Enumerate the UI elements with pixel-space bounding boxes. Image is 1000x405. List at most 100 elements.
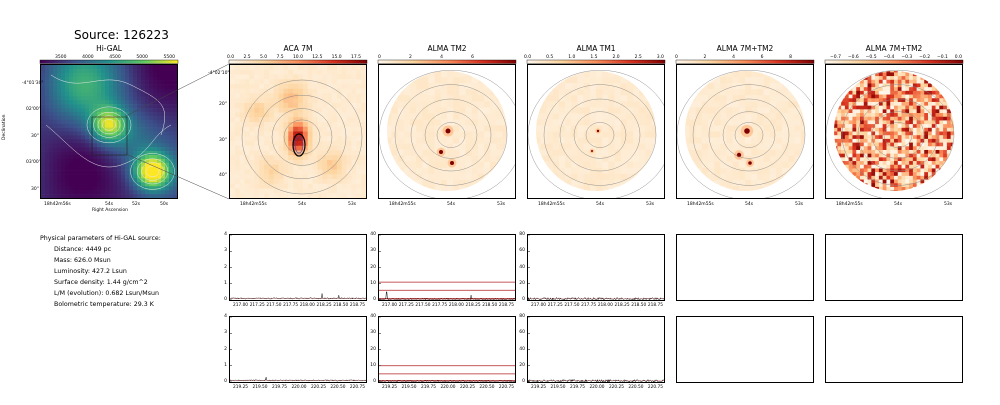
spectrum-xtick: 219.25 bbox=[531, 385, 547, 390]
spectrum-xtick: 217.50 bbox=[415, 303, 431, 308]
spectrum-ytick: 20 bbox=[519, 280, 525, 286]
spectrum-ytick: 1 bbox=[224, 362, 227, 368]
panel-title-7m-tm2: ALMA 7M+TM2 bbox=[716, 44, 774, 53]
panel-title-tm2: ALMA TM2 bbox=[427, 44, 467, 53]
spectrum-xticks: 217.00 217.25 217.50 217.75 218.00 218.25 218.… bbox=[233, 303, 365, 308]
spectrum-xtick: 217.00 bbox=[531, 303, 547, 308]
cbar-tick: 12.5 bbox=[312, 55, 323, 60]
spectrum-xticks: 219.25 219.50 219.75 220.00 220.25 220.50 220.… bbox=[382, 385, 514, 390]
spectrum-ytick: 40 bbox=[370, 232, 376, 237]
cbar-tick: 5000 bbox=[136, 55, 148, 60]
7m-tm2-xtick: 54s bbox=[745, 202, 754, 207]
spectrum-ytick: 2 bbox=[224, 346, 227, 352]
cbar-tick: 6 bbox=[760, 55, 764, 60]
cbar-tick: 0 bbox=[675, 55, 678, 60]
spectrum-xtick: 217.00 bbox=[233, 303, 249, 308]
spectrum-xtick: 220.50 bbox=[479, 385, 495, 390]
spectrum-ytick: 40 bbox=[370, 314, 376, 319]
tm2-xtick: 18h42m55s bbox=[389, 202, 416, 207]
spectrum-xtick: 219.25 bbox=[233, 385, 249, 390]
param-luminosity: Luminosity: 427.2 Lsun bbox=[54, 268, 127, 275]
spectrum-ytick: 40 bbox=[519, 264, 525, 270]
panel-title-aca7m: ACA 7M bbox=[283, 44, 313, 53]
spectrum-xtick: 217.25 bbox=[547, 303, 563, 308]
cbar-tick: 4 bbox=[440, 55, 443, 60]
spectrum-aca7m-spw2 bbox=[229, 316, 367, 383]
spectrum-tm2-spw1 bbox=[378, 234, 516, 301]
spectrum-ytick: 30 bbox=[370, 248, 376, 254]
cbar-tick: 17.5 bbox=[350, 55, 361, 60]
cbar-ticks-higal: 3500 4000 4500 5000 5500 bbox=[55, 55, 175, 60]
cbar-tick: 15.0 bbox=[331, 55, 342, 60]
spectrum-xtick: 219.50 bbox=[550, 385, 566, 390]
spectrum-ytick: 80 bbox=[519, 232, 525, 237]
spectrum-xtick: 218.75 bbox=[349, 303, 365, 308]
higal-xtick: 54s bbox=[105, 202, 114, 207]
spectrum-ytick: 20 bbox=[370, 346, 376, 352]
spectrum-xticks: 219.25 219.50 219.75 220.00 220.25 220.50 220.… bbox=[233, 385, 365, 390]
spectrum-xtick: 220.00 bbox=[440, 385, 456, 390]
colorbar bbox=[377, 59, 517, 64]
cbar-ticks-aca7m: 0.0 2.5 5.0 7.5 10.0 12.5 15.0 17.5 bbox=[227, 55, 361, 60]
higal-ytick: 30" bbox=[31, 187, 39, 192]
cbar-tick: 0.0 bbox=[954, 55, 962, 60]
colorbar bbox=[39, 59, 179, 64]
spectrum-ytick: 0 bbox=[373, 379, 376, 384]
cbar-tick: 10.0 bbox=[292, 55, 303, 60]
cbar-tick: 3500 bbox=[55, 55, 67, 60]
zoom-box bbox=[91, 116, 128, 156]
image-tm1 bbox=[527, 64, 665, 199]
cbar-tick: 6 bbox=[471, 55, 474, 60]
cbar-ticks-tm2: 0 2 4 6 bbox=[378, 55, 474, 60]
param-surface-density: Surface density: 1.44 g/cm^2 bbox=[54, 279, 148, 286]
spectrum-ytick: 20 bbox=[519, 362, 525, 368]
spectrum-ytick: 80 bbox=[519, 314, 525, 319]
spectrum-xtick: 218.75 bbox=[647, 303, 663, 308]
spectrum-xtick: 220.75 bbox=[498, 385, 514, 390]
cbar-tick: −0.5 bbox=[865, 55, 877, 60]
image-7m-tm2-diff bbox=[825, 64, 963, 199]
spectrum-aca7m-spw1 bbox=[229, 234, 367, 301]
spectrum-xtick: 220.75 bbox=[349, 385, 365, 390]
aca-xtick: 54s bbox=[298, 202, 307, 207]
cbar-tick: −0.3 bbox=[901, 55, 913, 60]
cbar-ticks-7m-tm2: 0 2 4 6 8 bbox=[675, 55, 792, 60]
cbar-tick: 0.0 bbox=[524, 55, 532, 60]
cbar-tick: 8 bbox=[789, 55, 792, 60]
spectrum-xticks: 219.25 219.50 219.75 220.00 220.25 220.50 220.… bbox=[531, 385, 663, 390]
spectrum-empty bbox=[825, 316, 963, 383]
spectrum-empty bbox=[825, 234, 963, 301]
spectrum-line bbox=[528, 378, 664, 382]
spectrum-xtick: 218.25 bbox=[465, 303, 481, 308]
spectrum-xtick: 220.50 bbox=[628, 385, 644, 390]
aca-ytick: 40" bbox=[219, 173, 227, 178]
diff-xtick: 18h42m55s bbox=[836, 202, 863, 207]
spectrum-xtick: 217.50 bbox=[266, 303, 282, 308]
7m-tm2-xtick: 53s bbox=[795, 202, 804, 207]
spectrum-xtick: 220.75 bbox=[647, 385, 663, 390]
cbar-ticks-7m-tm2-diff: −0.7 −0.6 −0.5 −0.4 −0.3 −0.2 −0.1 0.0 bbox=[830, 55, 962, 60]
higal-ytick: 30" bbox=[31, 134, 39, 139]
diff-xtick: 54s bbox=[894, 202, 903, 207]
spectrum-xtick: 217.75 bbox=[283, 303, 299, 308]
image-7m-tm2 bbox=[676, 64, 814, 199]
spectrum-ytick: 2 bbox=[224, 264, 227, 270]
spectrum-xtick: 220.00 bbox=[291, 385, 307, 390]
spectrum-ytick: 40 bbox=[519, 346, 525, 352]
cbar-tick: 2 bbox=[409, 55, 412, 60]
spectrum-xtick: 217.50 bbox=[564, 303, 580, 308]
spectrum-xtick: 219.50 bbox=[252, 385, 268, 390]
higal-xtick: 52s bbox=[132, 202, 141, 207]
cbar-tick: 4500 bbox=[109, 55, 121, 60]
spectrum-ytick: 60 bbox=[519, 248, 525, 254]
spectrum-ytick: 4 bbox=[224, 314, 227, 319]
spectrum-xtick: 217.00 bbox=[382, 303, 398, 308]
spectrum-xtick: 218.75 bbox=[498, 303, 514, 308]
cbar-tick: 5500 bbox=[163, 55, 175, 60]
colorbars bbox=[39, 59, 964, 64]
spectrum-ytick: 0 bbox=[522, 379, 525, 384]
image-tm2 bbox=[378, 64, 516, 199]
cbar-tick: −0.2 bbox=[919, 55, 931, 60]
spectrum-ytick: 30 bbox=[370, 330, 376, 336]
cbar-tick: 2.5 bbox=[634, 55, 642, 60]
